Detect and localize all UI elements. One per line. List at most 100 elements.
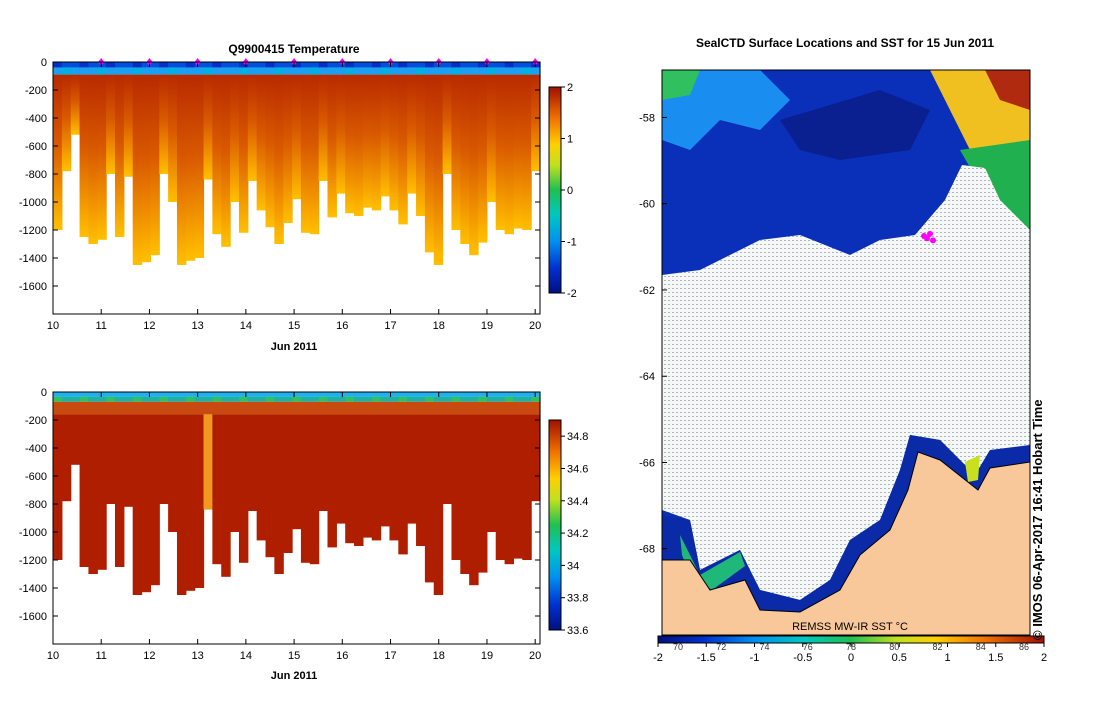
y-tick-label: -200 [25, 415, 47, 427]
thermocline-layer [176, 67, 187, 75]
y-tick-label: -400 [25, 113, 47, 125]
temperature-x-axis: 10 11 12 13 14 15 16 17 18 19 20 [47, 62, 541, 332]
halocline-layer [132, 396, 143, 402]
thermocline-layer [88, 67, 98, 75]
halocline-layer [380, 396, 391, 402]
temperature-profile [398, 74, 408, 225]
temperature-profile [309, 74, 320, 235]
temperature-profile [478, 74, 488, 243]
surface-cold-layer [141, 62, 151, 68]
temperature-panel: Q9900415 Temperature 0 -200 -400 -600 -800 -1… [19, 42, 577, 353]
surface-cold-layer [442, 62, 453, 68]
halocline-layer [318, 396, 329, 402]
halocline-layer [300, 396, 311, 402]
surface-fresh-layer [362, 392, 373, 397]
upper-salinity-layer [300, 401, 311, 415]
salinity-profile [371, 414, 382, 541]
surface-cold-layer [292, 62, 302, 68]
halocline-layer [194, 396, 205, 402]
surface-fresh-layer [256, 392, 267, 397]
y-tick-label: 0 [41, 57, 47, 69]
surface-fresh-layer [168, 392, 178, 397]
salinity-section-plot [53, 392, 541, 595]
thermocline-layer [114, 67, 125, 75]
map-colorbar-tick-label: 1.5 [988, 652, 1003, 664]
temperature-profile [362, 74, 373, 208]
map-colorbar-secondary-label: 78 [846, 642, 856, 652]
seal-location [924, 235, 930, 242]
upper-salinity-layer [513, 401, 523, 415]
halocline-layer [292, 396, 302, 402]
y-tick-label: -1200 [19, 225, 47, 237]
x-tick-label: 16 [336, 320, 348, 332]
surface-fresh-layer [424, 392, 435, 397]
thermocline-layer [460, 67, 470, 75]
salinity-profile [141, 414, 151, 593]
thermocline-layer [442, 67, 453, 75]
surface-cold-layer [469, 62, 479, 68]
upper-salinity-layer [53, 401, 63, 415]
surface-cold-layer [451, 62, 461, 68]
halocline-layer [522, 396, 532, 402]
temperature-profile [88, 74, 98, 244]
surface-fresh-layer [469, 392, 479, 397]
halocline-layer [97, 396, 107, 402]
temperature-profile [389, 74, 399, 211]
map-y-tick-label: -60 [639, 199, 655, 211]
thermocline-layer [185, 67, 196, 75]
thermocline-layer [221, 67, 231, 75]
thermocline-layer [292, 67, 302, 75]
salinity-profile [407, 414, 417, 524]
y-tick-label: 0 [41, 387, 47, 399]
x-tick-label: 11 [96, 320, 107, 332]
salinity-profile [194, 414, 205, 588]
surface-cold-layer [327, 62, 337, 68]
thermocline-layer [424, 67, 435, 75]
salinity-profile [168, 414, 178, 532]
y-tick-label: -1200 [19, 555, 47, 567]
halocline-layer [345, 396, 355, 402]
upper-salinity-layer [79, 401, 90, 415]
colorbar-tick-label: -2 [567, 288, 577, 300]
halocline-layer [416, 396, 426, 402]
map-colorbar-ticks: -2 -1.5 -1 -0.5 0 0.5 1 1.5 2 70 72 74 76 78 80 82 84 86 [653, 642, 1047, 664]
map-y-tick-label: -64 [639, 371, 655, 383]
salinity-profile [424, 414, 435, 583]
surface-cold-layer [212, 62, 222, 68]
thermocline-layer [141, 67, 151, 75]
halocline-layer [221, 396, 231, 402]
surface-fresh-layer [442, 392, 453, 397]
thermocline-layer [230, 67, 240, 75]
salinity-profile [203, 414, 213, 510]
salinity-y-axis: 0 -200 -400 -600 -800 -1000 -1200 -1400 -1600 [19, 387, 540, 623]
thermocline-layer [194, 67, 205, 75]
seal-track [921, 230, 936, 244]
surface-cold-layer [416, 62, 426, 68]
salinity-plot-frame [52, 391, 541, 645]
surface-fresh-layer [398, 392, 408, 397]
surface-fresh-layer [194, 392, 205, 397]
sst-hot-patch-ne [985, 70, 1030, 110]
temperature-profile [407, 74, 417, 194]
copyright-symbol: © [1030, 630, 1045, 640]
halocline-layer [389, 396, 399, 402]
map-colorbar-secondary-label: 74 [759, 642, 769, 652]
salinity-profile [256, 414, 267, 541]
halocline-layer [424, 396, 435, 402]
upper-salinity-layer [194, 401, 205, 415]
x-tick-label: 10 [47, 650, 59, 662]
temperature-profile [230, 74, 240, 202]
thermocline-layer [106, 67, 116, 75]
thermocline-layer [513, 67, 523, 75]
upper-salinity-layer [106, 401, 116, 415]
temperature-profile [194, 74, 205, 258]
temperature-profile [292, 74, 302, 200]
upper-salinity-layer [309, 401, 320, 415]
surface-fresh-layer [114, 392, 125, 397]
halocline-layer [176, 396, 187, 402]
salinity-profile [238, 414, 249, 563]
temperature-profile [132, 74, 143, 265]
salinity-profile [176, 414, 187, 595]
coastal-yellow-patch [965, 455, 980, 482]
upper-salinity-layer [398, 401, 408, 415]
